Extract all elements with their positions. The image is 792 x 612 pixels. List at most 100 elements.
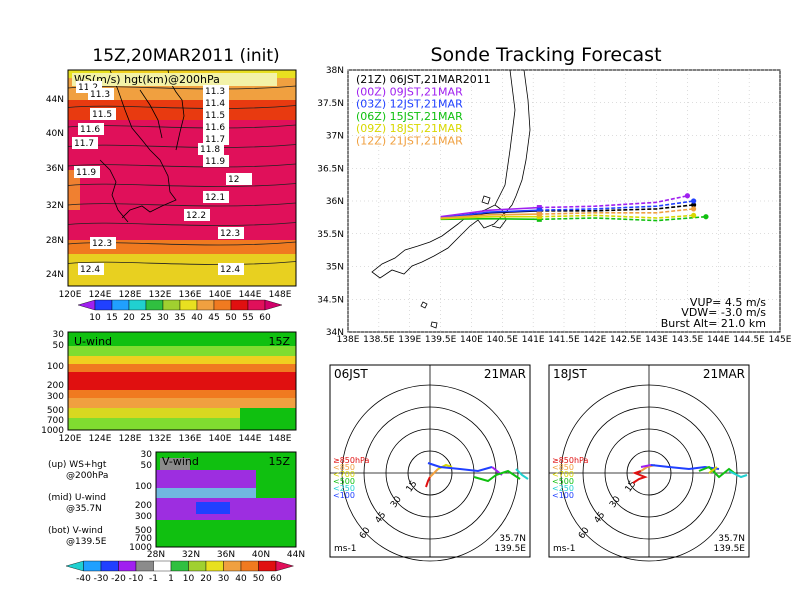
colorbar-label: -20	[111, 574, 126, 584]
colorbar-label: 30	[157, 313, 169, 323]
y-tick-label: 35.5N	[317, 230, 344, 240]
level-label: <850	[333, 463, 355, 472]
pressure-tick-label: 1000	[41, 426, 64, 436]
contour-label-bg	[72, 137, 98, 149]
init-title: 15Z,20MAR2011 (init)	[92, 46, 279, 66]
level-label: <500	[552, 477, 574, 486]
contour-label: 12.3	[92, 239, 112, 249]
height-contour	[67, 202, 297, 207]
colorbar-label: 10	[89, 313, 101, 323]
lon-axis: 120E 124E 128E 132E 136E 140E 144E 148E	[59, 290, 292, 300]
y-tick-label: 34.5N	[317, 295, 344, 305]
legend-line: (bot) V-wind	[48, 526, 103, 536]
lat-tick-label: 44N	[287, 550, 305, 560]
contour-label-bg	[218, 227, 244, 239]
lat-tick-label: 24N	[46, 270, 64, 280]
contour-label-bg	[90, 237, 116, 249]
tracking-map: 138E 138.5E 139E 139.5E 140E 140.5E 141E 141.5E…	[317, 66, 792, 345]
trajectory-lines	[440, 193, 709, 222]
level-label: <250	[552, 484, 574, 493]
x-tick-label: 141E	[522, 335, 545, 345]
x-tick-label: 141.5E	[548, 335, 580, 345]
colorbar-swatch	[179, 299, 198, 311]
contour-label-bg	[226, 173, 252, 185]
hodograph-trace	[427, 462, 493, 473]
trajectory-ascent	[440, 206, 540, 218]
trajectory-descent	[539, 200, 694, 211]
height-contour	[67, 163, 297, 168]
contour-label: 11.5	[205, 111, 225, 121]
colorbar-swatch	[230, 299, 249, 311]
colorbar-swatch	[264, 299, 283, 311]
x-tick-label: 144.5E	[733, 335, 765, 345]
y-tick-label: 36N	[326, 197, 344, 207]
contour-label: 11.6	[205, 123, 225, 133]
height-contour	[67, 261, 297, 265]
vwind-time: 15Z	[268, 455, 290, 468]
lon-tick-label: 128E	[119, 290, 142, 300]
contour-label-bg	[198, 143, 224, 155]
colorbar-swatch	[188, 560, 207, 572]
contour-label: 11.5	[92, 110, 112, 120]
contour-label: 12	[228, 175, 239, 185]
contour-label-bg	[90, 108, 116, 120]
x-tick-label: 145E	[769, 335, 792, 345]
pressure-tick-label: 700	[47, 416, 64, 426]
y-tick-label: 37N	[326, 132, 344, 142]
colorbar-swatch	[77, 299, 96, 311]
legend-line: @35.7N	[66, 504, 102, 514]
contour-label: 11.7	[205, 135, 225, 145]
x-tick-label: 138E	[337, 335, 360, 345]
colorbar-swatch	[162, 299, 181, 311]
contour-label: 11.3	[90, 90, 110, 100]
colorbar-label: 45	[208, 313, 219, 323]
colorbar-label: 15	[106, 313, 117, 323]
contour-label: 12.3	[220, 229, 240, 239]
contour-label-bg	[218, 263, 244, 275]
colorbar-swatch	[83, 560, 102, 572]
track-legend: (21Z) 06JST,21MAR2011(00Z) 09JST,21MAR(0…	[356, 73, 491, 148]
hodograph-trace	[698, 465, 738, 479]
legend-entry: (09Z) 18JST,21MAR	[356, 122, 463, 135]
contour-label-bg	[203, 121, 229, 133]
colorbar-label: 25	[140, 313, 151, 323]
pressure-tick-label: 1000	[129, 543, 152, 553]
pressure-tick-label: 30	[141, 450, 153, 460]
level-label: ≥850hPa	[552, 456, 589, 465]
contour-label-bg	[74, 166, 100, 178]
pressure-tick-label: 700	[135, 534, 152, 544]
hodo-date: 21MAR	[703, 367, 745, 381]
pressure-tick-label: 100	[135, 482, 152, 492]
colorbar-swatch	[223, 560, 242, 572]
contour-label: 11.7	[74, 139, 94, 149]
colorbar-label: 10	[183, 574, 195, 584]
track-axes: 138E 138.5E 139E 139.5E 140E 140.5E 141E 141.5E…	[317, 66, 792, 345]
colorbar-swatch	[128, 299, 147, 311]
trajectory-descent	[539, 204, 694, 212]
lon-tick-label: 140E	[209, 434, 232, 444]
contour-label: 12.1	[205, 193, 225, 203]
contour-label-bg	[88, 88, 114, 100]
colorbar-swatch	[118, 560, 137, 572]
level-label: <100	[333, 491, 355, 500]
colorbar-label: 50	[253, 574, 265, 584]
trajectory-ascent	[440, 213, 540, 219]
colorbar-swatch	[111, 299, 130, 311]
x-tick-label: 143E	[645, 335, 668, 345]
panel-legend: (up) WS+hgt@200hPa (mid) U-wind@35.7N (bot…	[48, 460, 108, 547]
contour-label: 11.4	[205, 99, 225, 109]
contour-label-bg	[203, 109, 229, 121]
pressure-tick-label: 50	[53, 341, 65, 351]
japan-coastline	[99, 69, 185, 223]
info-line: Burst Alt= 21.0 km	[661, 317, 766, 330]
y-tick-label: 38N	[326, 66, 344, 76]
x-tick-label: 143.5E	[672, 335, 704, 345]
contour-label-bg	[203, 191, 229, 203]
height-contour	[67, 222, 297, 226]
